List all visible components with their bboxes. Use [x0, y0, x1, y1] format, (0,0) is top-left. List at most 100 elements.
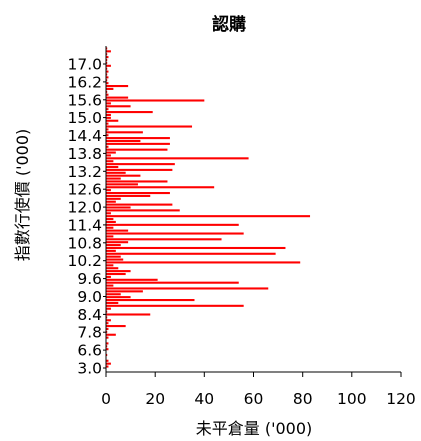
y-tick-label: 6.6	[77, 342, 102, 360]
bar-strike-12.45	[106, 165, 119, 169]
bar-strike-10	[106, 307, 111, 310]
bar-strike-11.5	[106, 220, 116, 223]
bar-strike-13.8	[106, 96, 129, 99]
bar-strike-15.6	[106, 67, 108, 70]
bar-strike-11.4	[106, 226, 114, 229]
y-tick-label: 15.6	[67, 91, 102, 109]
y-tick-label: 7.8	[77, 324, 102, 342]
bar-strike-8.4	[106, 336, 109, 339]
bar-strike-7.8	[106, 345, 108, 348]
bar-strike-17	[106, 47, 108, 50]
bar-strike-13.35	[106, 113, 111, 116]
bar-strike-8	[106, 342, 109, 345]
bar-strike-7.6	[106, 348, 109, 351]
bars-group	[106, 47, 311, 368]
bar-strike-11.65	[106, 212, 111, 215]
bar-strike-10.65	[106, 270, 131, 273]
y-tick-label: 10.2	[67, 252, 102, 270]
y-tick-label: 16.2	[67, 73, 102, 91]
bar-strike-11.95	[106, 194, 151, 197]
bar-strike-14.6	[106, 82, 109, 85]
x-axis-label: 未平倉量 ('000)	[196, 419, 313, 438]
bar-strike-13.5	[106, 105, 131, 108]
x-tick-label: 60	[244, 390, 264, 408]
y-axis-label: 指數行使價 ('000)	[13, 129, 32, 262]
bar-strike-12.35	[106, 171, 126, 174]
y-tick-label: 13.2	[67, 163, 102, 181]
bar-strike-12.3	[106, 174, 141, 177]
bar-strike-12.8	[106, 145, 109, 148]
bar-strike-12.85	[106, 142, 170, 145]
bar-strike-10.35	[106, 287, 269, 290]
bar-strike-16.4	[106, 56, 109, 59]
bar-strike-11.8	[106, 203, 173, 206]
y-tick-label: 10.8	[67, 234, 102, 252]
bar-strike-6.6	[106, 362, 111, 365]
bar-strike-10.8	[106, 261, 301, 264]
bar-strike-11.55	[106, 218, 114, 221]
bar-strike-12.55	[106, 160, 114, 163]
x-tick-label: 40	[194, 390, 214, 408]
bar-strike-10.75	[106, 264, 114, 267]
bar-strike-16.6	[106, 53, 108, 56]
bar-strike-10.3	[106, 290, 143, 293]
bar-strike-7.2	[106, 353, 108, 357]
x-tick-label: 0	[101, 390, 111, 408]
bar-strike-16.2	[106, 58, 108, 62]
bar-strike-13.2	[106, 122, 109, 125]
x-axis: 0 20 40 60 80 100 120	[101, 371, 416, 408]
bar-strike-11.6	[106, 215, 311, 218]
y-tick-label: 15.0	[67, 109, 102, 127]
bar-strike-15	[106, 76, 109, 79]
bar-strike-11.2	[106, 238, 222, 241]
bar-strike-10.7	[106, 267, 119, 270]
bar-strike-15.2	[106, 73, 108, 76]
bar-strike-10.2	[106, 296, 131, 299]
bar-strike-3	[106, 365, 109, 368]
bar-strike-11.05	[106, 246, 286, 250]
bar-strike-13.9	[106, 93, 109, 96]
bar-strike-11.1	[106, 244, 121, 247]
bar-strike-14.2	[106, 87, 114, 90]
y-tick-label: 17.0	[67, 56, 102, 74]
bar-strike-12.4	[106, 168, 173, 171]
bar-strike-8.8	[106, 330, 108, 333]
y-tick-label: 11.4	[67, 216, 102, 234]
bar-strike-9.7	[106, 316, 108, 319]
y-tick-label: 3.0	[77, 360, 102, 378]
bar-strike-12.65	[106, 154, 111, 157]
bar-strike-11.75	[106, 206, 131, 209]
bar-strike-14	[106, 90, 108, 93]
bar-strike-12.95	[106, 137, 170, 140]
bar-strike-10.6	[106, 272, 126, 276]
bar-strike-10.1	[106, 301, 119, 304]
bar-strike-13.05	[106, 131, 143, 134]
bar-strike-13.45	[106, 108, 109, 111]
bar-strike-15.8	[106, 64, 111, 67]
bar-strike-10.05	[106, 304, 244, 307]
bar-strike-11.25	[106, 235, 114, 238]
bar-strike-16	[106, 61, 108, 64]
bar-strike-12.1	[106, 186, 215, 189]
bar-strike-13.4	[106, 111, 153, 114]
bar-strike-10.85	[106, 258, 124, 261]
bar-strike-9.4	[106, 322, 109, 325]
bar-strike-12.75	[106, 148, 168, 151]
bar-strike-12.6	[106, 157, 249, 160]
y-axis: 3.06.67.88.49.09.610.210.811.412.012.613…	[67, 46, 107, 378]
bar-strike-16.8	[106, 50, 111, 53]
bar-strike-12.05	[106, 189, 111, 192]
bar-strike-8.6	[106, 333, 116, 336]
y-tick-label: 8.4	[77, 306, 102, 324]
bar-strike-13.7	[106, 99, 205, 102]
bar-strike-11.35	[106, 229, 129, 232]
y-tick-label: 9.0	[77, 288, 102, 306]
bar-strike-11.85	[106, 200, 116, 203]
y-tick-label: 12.0	[67, 199, 102, 217]
x-tick-label: 100	[337, 390, 367, 408]
bar-strike-14.8	[106, 79, 108, 82]
bar-strike-13.25	[106, 119, 119, 122]
bar-strike-9.6	[106, 319, 111, 322]
